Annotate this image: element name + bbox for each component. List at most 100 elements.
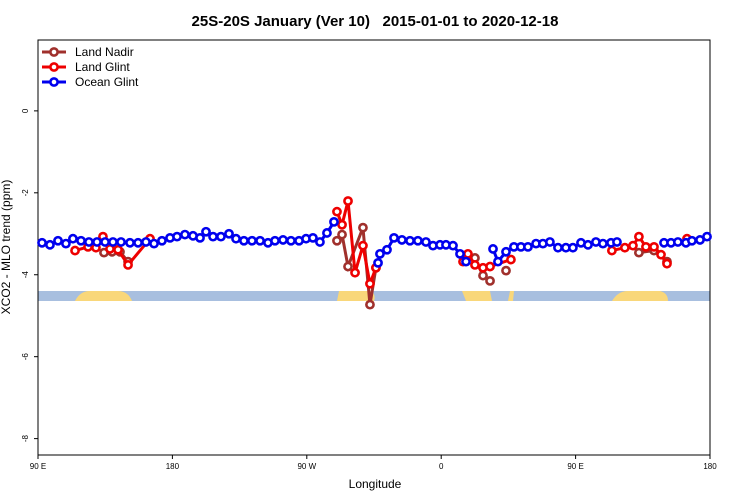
y-tick-label: -8	[21, 435, 30, 443]
data-point	[123, 260, 133, 270]
data-point	[141, 237, 151, 247]
data-point	[92, 237, 102, 247]
data-point	[172, 231, 182, 242]
data-point	[493, 256, 503, 267]
data-point	[100, 237, 110, 247]
data-point	[501, 246, 511, 257]
data-point	[68, 233, 78, 244]
data-point	[545, 237, 555, 247]
data-point	[358, 222, 368, 233]
data-point	[501, 265, 511, 276]
chart-title: 25S-20S January (Ver 10) 2015-01-01 to 2…	[192, 13, 559, 30]
data-point	[478, 270, 488, 281]
data-point	[553, 242, 563, 253]
data-point	[568, 242, 578, 253]
x-axis-label: Longitude	[349, 477, 402, 491]
data-point	[45, 239, 55, 250]
data-point	[619, 242, 630, 253]
data-point	[702, 231, 712, 242]
data-point	[470, 260, 480, 270]
data-point	[337, 229, 347, 240]
data-point	[76, 235, 86, 246]
data-point	[201, 226, 211, 237]
data-point	[365, 299, 375, 310]
land-patch	[462, 291, 492, 301]
y-tick-label: -6	[21, 353, 30, 361]
data-point	[195, 232, 205, 243]
legend-marker	[49, 62, 59, 72]
data-point	[488, 244, 498, 254]
data-point	[662, 258, 672, 269]
data-point	[125, 237, 135, 248]
data-point	[322, 228, 332, 238]
data-point	[656, 249, 666, 260]
legend-label: Land Glint	[75, 60, 130, 74]
data-point	[116, 237, 126, 247]
x-tick-label: 180	[703, 462, 717, 471]
data-point	[61, 238, 71, 249]
data-point	[389, 232, 399, 243]
data-point	[255, 235, 265, 246]
data-point	[278, 235, 288, 245]
data-point	[598, 238, 608, 249]
data-point	[612, 237, 622, 247]
data-point	[365, 278, 375, 289]
data-point	[375, 248, 385, 259]
legend-marker	[49, 77, 59, 87]
data-point	[247, 235, 257, 246]
data-point	[413, 235, 423, 246]
legend-marker	[49, 47, 59, 57]
x-tick-label: 0	[439, 462, 444, 471]
data-point	[315, 237, 325, 247]
data-point	[149, 238, 159, 249]
data-point	[421, 237, 431, 247]
data-point	[180, 229, 190, 240]
data-point	[308, 232, 318, 243]
data-point	[113, 244, 123, 255]
land-patch	[508, 291, 514, 301]
data-point	[216, 231, 226, 242]
data-point	[397, 235, 407, 245]
data-point	[672, 237, 683, 247]
data-point	[343, 196, 353, 206]
data-point	[239, 235, 249, 246]
data-point	[332, 206, 342, 217]
land-patch	[612, 291, 668, 301]
plot-frame	[37, 39, 711, 456]
data-point	[343, 261, 353, 272]
data-point	[332, 235, 342, 246]
data-point	[634, 247, 644, 258]
data-point	[373, 257, 383, 268]
data-point	[329, 216, 339, 227]
data-point	[231, 233, 241, 244]
data-point	[224, 228, 234, 239]
y-axis-label: XCO2 - MLO trend (ppm)	[0, 180, 13, 315]
y-tick-label: -4	[21, 271, 30, 279]
data-point	[358, 240, 368, 251]
data-point	[455, 248, 465, 259]
x-tick-label: 90 W	[297, 462, 316, 471]
data-point	[84, 237, 94, 247]
data-point	[382, 244, 392, 255]
data-point	[70, 245, 80, 256]
data-point	[286, 235, 296, 246]
data-point	[108, 237, 118, 247]
data-point	[337, 219, 347, 230]
data-point	[485, 261, 495, 272]
x-tick-label: 90 E	[567, 462, 583, 471]
land-mask	[38, 291, 710, 301]
data-point	[37, 237, 47, 248]
y-tick-label: 0	[21, 108, 30, 113]
x-tick-label: 90 E	[30, 462, 46, 471]
data-point	[53, 235, 63, 246]
data-point	[485, 275, 495, 286]
data-point	[523, 241, 533, 252]
data-point	[628, 240, 638, 251]
data-point	[641, 241, 651, 252]
legend-label: Ocean Glint	[75, 75, 139, 89]
y-tick-label: -2	[21, 189, 30, 197]
data-point	[133, 237, 143, 248]
data-point	[350, 267, 360, 278]
data-point	[606, 245, 617, 256]
legend-label: Land Nadir	[75, 45, 134, 59]
